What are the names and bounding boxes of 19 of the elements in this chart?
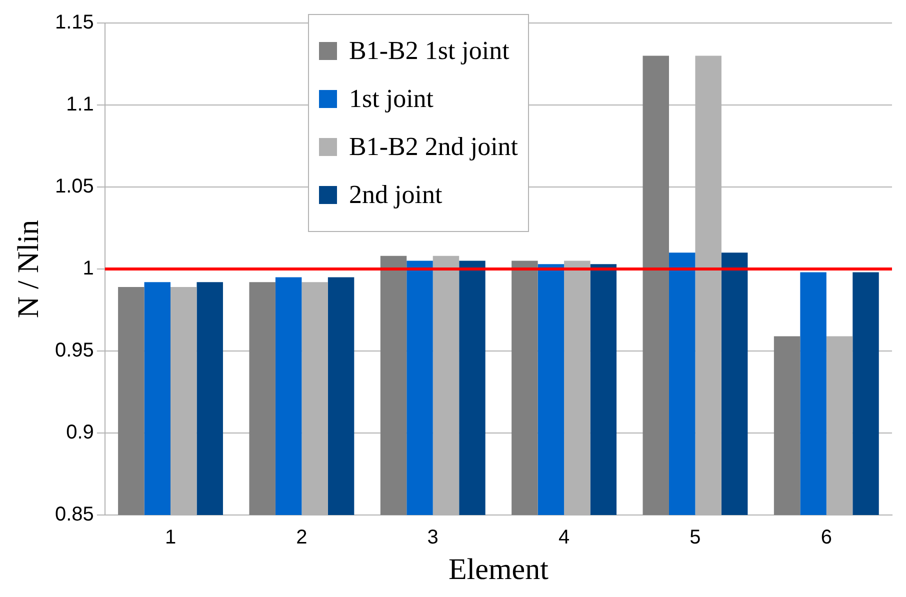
x-tick-label: 1 bbox=[164, 526, 176, 549]
y-tick-label: 1.15 bbox=[54, 12, 94, 34]
y-tick-label: 0.9 bbox=[66, 422, 94, 444]
legend-label: B1-B2 1st joint bbox=[349, 36, 510, 66]
y-tick-label: 0.95 bbox=[54, 340, 94, 362]
y-tick-label: 0.85 bbox=[54, 504, 94, 526]
x-tick-label: 6 bbox=[820, 526, 832, 549]
x-tick-label: 2 bbox=[296, 526, 308, 549]
y-tick-label: 1 bbox=[82, 258, 94, 280]
x-tick-label: 3 bbox=[427, 526, 438, 549]
y-axis-title: N / Nlin bbox=[12, 220, 45, 318]
y-tick-label: 1.05 bbox=[54, 176, 94, 198]
legend-label: 2nd joint bbox=[349, 180, 442, 210]
y-tick-label: 1.1 bbox=[66, 94, 94, 116]
x-tick-label: 4 bbox=[558, 526, 570, 549]
x-axis-title: Element bbox=[448, 552, 550, 586]
legend-label: B1-B2 2nd joint bbox=[349, 132, 518, 162]
legend-label: 1st joint bbox=[349, 84, 434, 114]
x-tick-label: 5 bbox=[690, 526, 701, 549]
